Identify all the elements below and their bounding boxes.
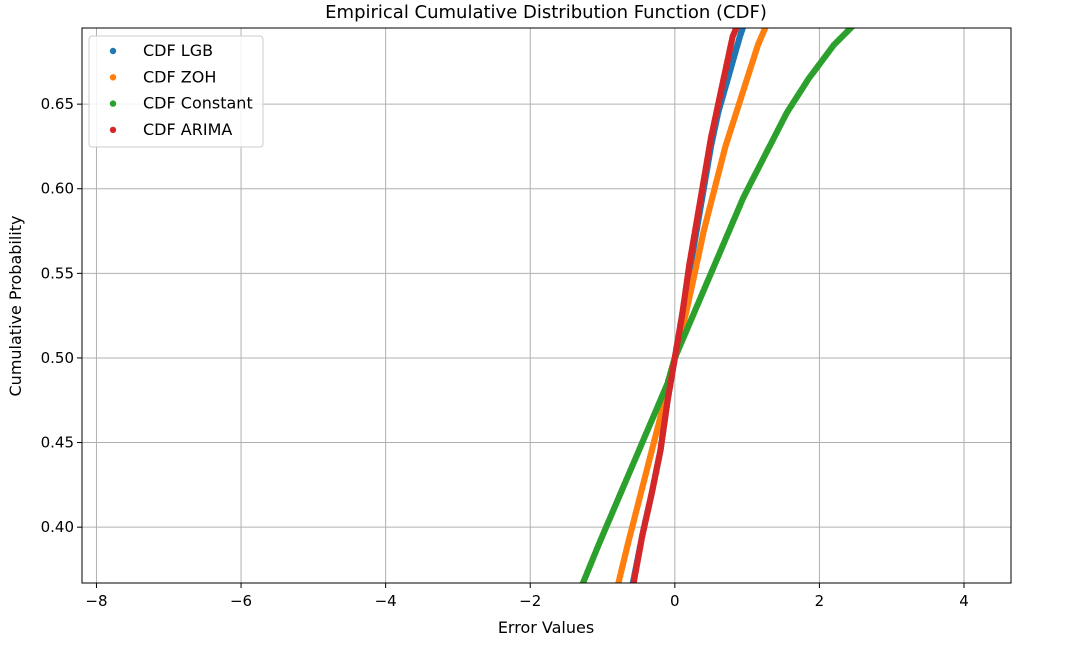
series-cdf-arima — [630, 28, 740, 583]
legend: CDF LGB CDF ZOH CDF Constant CDF ARIMA — [88, 35, 264, 148]
x-tick-label: −6 — [230, 592, 252, 610]
x-tick-label: −8 — [85, 592, 107, 610]
chart-title: Empirical Cumulative Distribution Functi… — [325, 2, 767, 23]
series-cdf-constant — [579, 28, 856, 583]
x-tick-label: 4 — [959, 592, 969, 610]
plot-frame — [81, 27, 1012, 584]
y-tick-label: 0.40 — [41, 518, 74, 536]
legend-marker — [109, 74, 117, 81]
x-tick-label: −4 — [375, 592, 397, 610]
legend-box — [88, 35, 264, 148]
x-tick-label: −2 — [519, 592, 541, 610]
series-layer — [579, 28, 856, 583]
x-axis-ticks: −8 −6 −4 −2 0 2 4 — [85, 583, 969, 610]
y-tick-label: 0.50 — [41, 349, 74, 367]
legend-label: CDF LGB — [143, 41, 213, 60]
legend-marker — [109, 126, 117, 134]
y-tick-label: 0.55 — [41, 264, 74, 282]
legend-marker — [109, 47, 117, 55]
legend-label: CDF ZOH — [143, 67, 216, 86]
y-tick-label: 0.45 — [41, 434, 74, 452]
y-axis-ticks: 0.40 0.45 0.50 0.55 0.60 0.65 — [41, 95, 82, 536]
grid — [82, 28, 1011, 583]
x-axis-label: Error Values — [498, 618, 594, 637]
x-tick-label: 0 — [670, 592, 680, 610]
y-tick-label: 0.65 — [41, 95, 74, 113]
y-tick-label: 0.60 — [41, 180, 74, 198]
x-tick-label: 2 — [815, 592, 825, 610]
legend-label: CDF ARIMA — [143, 120, 232, 139]
y-axis-label: Cumulative Probability — [6, 216, 25, 397]
legend-marker — [109, 100, 117, 107]
legend-label: CDF Constant — [143, 94, 253, 113]
